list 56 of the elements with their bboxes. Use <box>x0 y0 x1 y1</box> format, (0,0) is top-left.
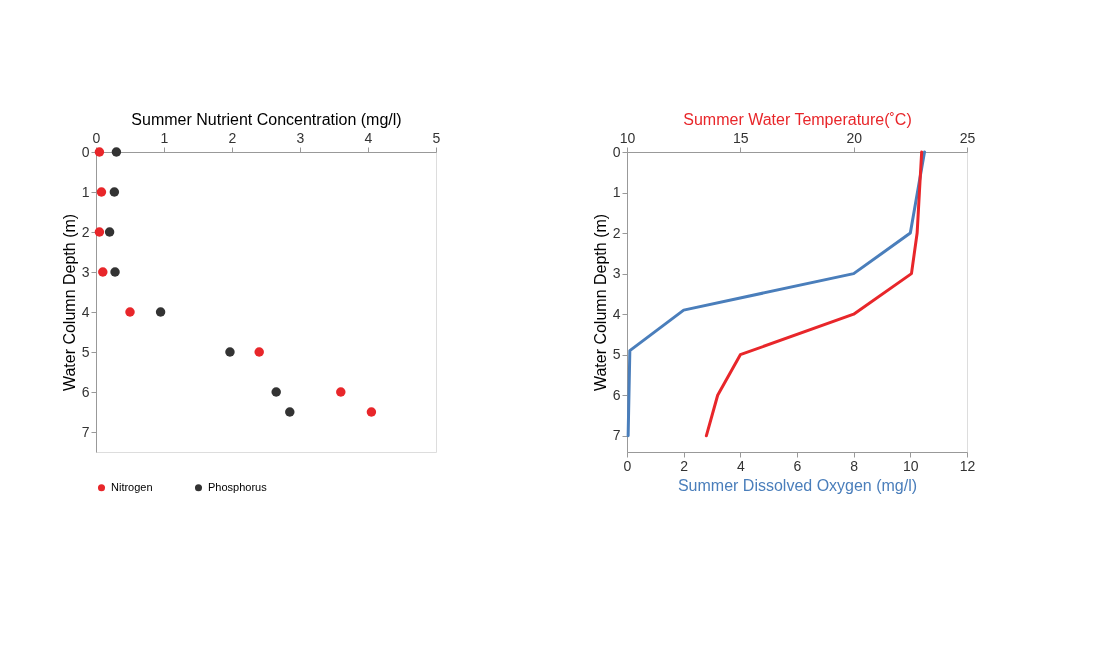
x2-tick-label: 15 <box>733 129 749 146</box>
y-tick-label: 1 <box>81 183 90 200</box>
point <box>271 387 281 397</box>
point <box>104 227 115 237</box>
y-tick-label: 0 <box>81 143 90 160</box>
y-tick-label: 6 <box>612 386 621 403</box>
x2-tick-label: 20 <box>846 129 863 146</box>
x-tick-label: 10 <box>903 457 919 474</box>
point <box>254 347 264 357</box>
y-tick-label: 2 <box>81 223 90 240</box>
y-tick-label: 5 <box>612 346 621 363</box>
x-tick-label: 6 <box>793 457 802 474</box>
point <box>366 407 377 417</box>
y-tick-label: 0 <box>612 143 621 160</box>
x-tick-label: 2 <box>228 129 237 146</box>
point <box>285 407 295 417</box>
y-tick-label: 1 <box>612 184 621 201</box>
point <box>111 147 122 157</box>
point <box>96 187 107 197</box>
point <box>336 387 346 397</box>
y-tick-label: 2 <box>612 224 621 241</box>
point <box>109 187 120 197</box>
x-tick-label: 4 <box>364 129 373 146</box>
point <box>125 307 135 317</box>
x-tick-label: 5 <box>432 129 441 146</box>
point <box>225 347 235 357</box>
y-tick-label: 4 <box>612 305 621 322</box>
x-tick-label: 3 <box>296 129 305 146</box>
x-tick-label: 1 <box>160 129 169 146</box>
x-axis-title: Summer Nutrient Concentration (mg/l) <box>131 110 402 128</box>
y-tick-label: 3 <box>612 265 621 282</box>
x-axis-title: Summer Dissolved Oxygen (mg/l) <box>677 476 918 494</box>
y-axis-title: Water Column Depth (m) <box>591 213 609 392</box>
y-tick-label: 7 <box>81 423 90 440</box>
point <box>98 267 108 277</box>
point <box>94 147 105 157</box>
x-tick-label: 0 <box>92 129 101 146</box>
x-tick-label: 2 <box>680 457 689 474</box>
x2-tick-label: 25 <box>959 129 976 146</box>
x2-axis-title: Summer Water Temperature(˚C) <box>683 110 912 128</box>
point <box>110 267 120 277</box>
point <box>155 307 166 317</box>
x-tick-label: 0 <box>623 457 632 474</box>
x-tick-label: 12 <box>959 457 976 474</box>
y-tick-label: 7 <box>612 427 621 444</box>
y-tick-label: 4 <box>81 303 90 320</box>
x-tick-label: 8 <box>850 457 859 474</box>
y-tick-label: 5 <box>81 343 90 360</box>
legend-label: Phosphorus <box>208 480 268 493</box>
point <box>94 227 105 237</box>
legend-label: Nitrogen <box>111 480 153 493</box>
x-tick-label: 4 <box>736 457 745 474</box>
line-series <box>626 150 926 438</box>
y-tick-label: 3 <box>81 263 90 280</box>
y-tick-label: 6 <box>81 383 90 400</box>
y-axis-title: Water Column Depth (m) <box>60 213 78 392</box>
